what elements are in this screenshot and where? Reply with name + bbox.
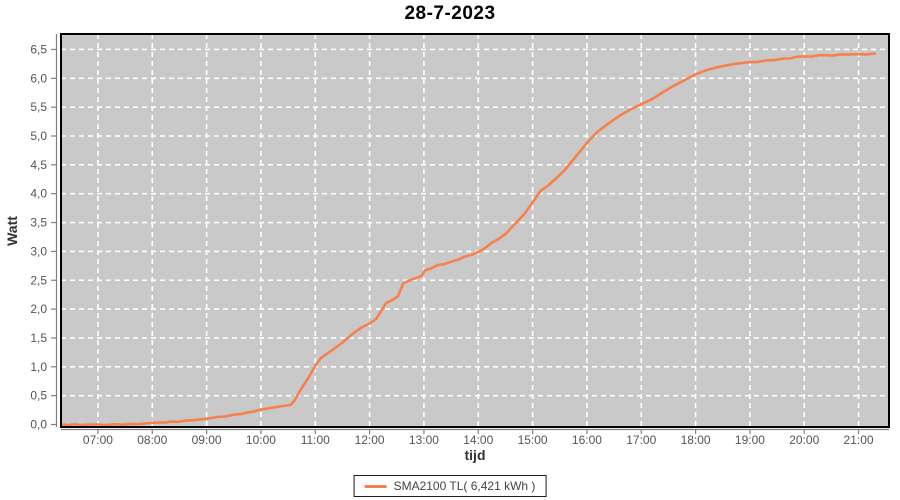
svg-text:08:00: 08:00: [137, 433, 167, 447]
svg-text:11:00: 11:00: [301, 433, 330, 447]
x-axis-title: tijd: [464, 447, 486, 463]
legend-box: SMA2100 TL( 6,421 kWh ): [353, 475, 547, 497]
svg-text:16:00: 16:00: [572, 433, 602, 447]
svg-text:4,5: 4,5: [30, 158, 47, 172]
gridlines: [61, 34, 889, 427]
svg-text:09:00: 09:00: [192, 433, 222, 447]
series-line: [60, 52, 877, 427]
svg-text:07:00: 07:00: [83, 433, 113, 447]
svg-text:0,5: 0,5: [30, 389, 47, 403]
svg-text:3,5: 3,5: [30, 216, 47, 230]
svg-text:13:00: 13:00: [409, 433, 439, 447]
svg-text:6,0: 6,0: [30, 71, 47, 85]
y-axis-title: Watt: [4, 216, 20, 246]
y-tick-labels: 0,0 0,5 1,0 1,5 2,0 2,5 3,0 3,5 4,0 4,5 5,0 5,5 6,0 6…: [30, 42, 47, 431]
svg-text:2,5: 2,5: [30, 273, 47, 287]
x-tick-labels: 07:00 08:00 09:00 10:00 11:00 12:00 13:00 14:00…: [83, 433, 874, 447]
svg-text:19:00: 19:00: [735, 433, 765, 447]
svg-text:0,0: 0,0: [30, 418, 47, 432]
svg-text:1,5: 1,5: [30, 331, 47, 345]
svg-text:17:00: 17:00: [626, 433, 656, 447]
svg-text:6,5: 6,5: [30, 42, 47, 56]
svg-text:5,5: 5,5: [30, 100, 47, 114]
svg-text:20:00: 20:00: [789, 433, 819, 447]
plot-background: [61, 34, 889, 427]
plot-border: [60, 33, 890, 428]
svg-text:4,0: 4,0: [30, 187, 47, 201]
svg-text:12:00: 12:00: [355, 433, 385, 447]
legend-label: SMA2100 TL( 6,421 kWh ): [393, 479, 536, 493]
svg-text:1,0: 1,0: [30, 360, 47, 374]
svg-text:2,0: 2,0: [30, 302, 47, 316]
svg-text:18:00: 18:00: [681, 433, 711, 447]
svg-text:10:00: 10:00: [246, 433, 276, 447]
svg-text:14:00: 14:00: [463, 433, 493, 447]
svg-text:3,0: 3,0: [30, 244, 47, 258]
svg-text:5,0: 5,0: [30, 129, 47, 143]
axis-lines-and-ticks: [51, 34, 889, 434]
chart-title: 28-7-2023: [404, 3, 496, 24]
legend-line-swatch: [364, 484, 387, 488]
svg-text:15:00: 15:00: [518, 433, 548, 447]
svg-text:21:00: 21:00: [844, 433, 874, 447]
